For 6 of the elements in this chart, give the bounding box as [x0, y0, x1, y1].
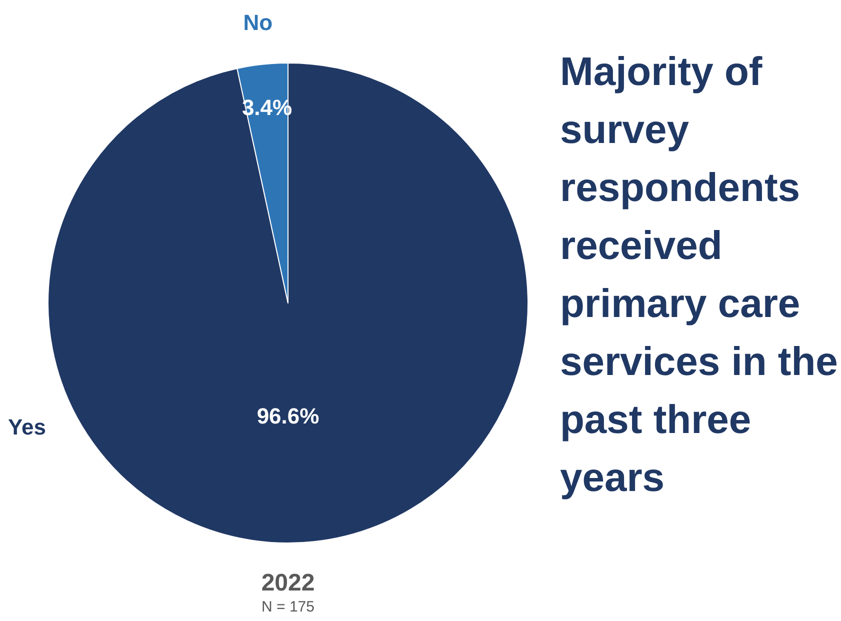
data-label: 96.6% [256, 403, 320, 428]
text: Majority of survey respondents received primary care services in the past three years [560, 50, 838, 500]
slice-label: Yes [8, 414, 46, 440]
text: N = 175 [262, 598, 314, 616]
text: 2022 [261, 570, 315, 596]
slice-label: No [243, 10, 273, 36]
